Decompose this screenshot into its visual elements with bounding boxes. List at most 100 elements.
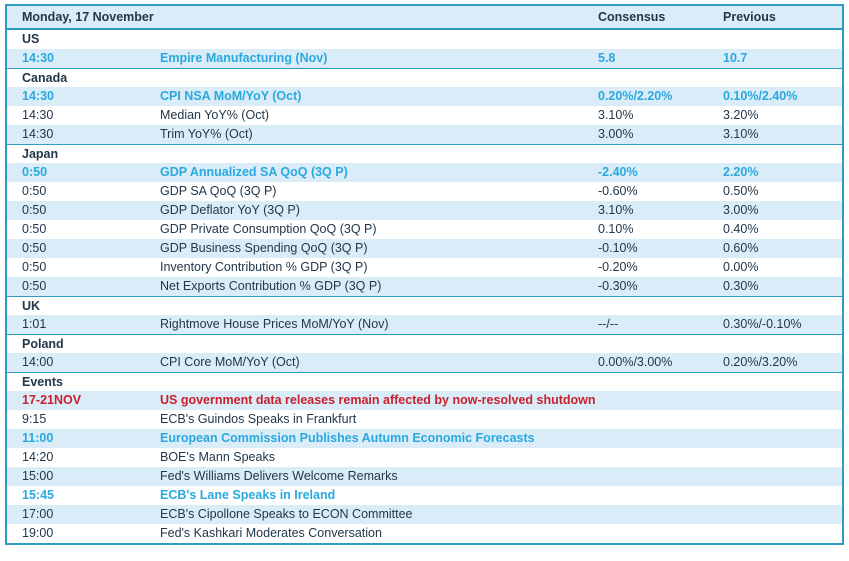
row-time: 14:20	[22, 450, 54, 464]
row-consensus: -0.30%	[598, 279, 638, 293]
table-row: 0:50 GDP Deflator YoY (3Q P) 3.10% 3.00%	[7, 201, 842, 220]
date-title: Monday, 17 November	[22, 10, 154, 24]
row-label: GDP Business Spending QoQ (3Q P)	[160, 241, 368, 255]
row-time: Japan	[22, 147, 59, 161]
row-previous: 0.50%	[723, 184, 759, 198]
row-label: ECB's Cipollone Speaks to ECON Committee	[160, 507, 413, 521]
table-row: 0:50 Net Exports Contribution % GDP (3Q …	[7, 277, 842, 296]
row-label: European Commission Publishes Autumn Eco…	[160, 431, 535, 445]
row-label: Net Exports Contribution % GDP (3Q P)	[160, 279, 382, 293]
row-previous: 0.30%/-0.10%	[723, 317, 802, 331]
row-time: 0:50	[22, 222, 47, 236]
table-row: 0:50 GDP Private Consumption QoQ (3Q P) …	[7, 220, 842, 239]
table-row: 0:50 GDP SA QoQ (3Q P) -0.60% 0.50%	[7, 182, 842, 201]
consensus-column-header: Consensus	[598, 10, 666, 24]
table-row: 14:30 CPI NSA MoM/YoY (Oct) 0.20%/2.20% …	[7, 87, 842, 106]
row-time: 0:50	[22, 184, 47, 198]
row-label: Rightmove House Prices MoM/YoY (Nov)	[160, 317, 389, 331]
row-time: US	[22, 32, 40, 46]
row-time: 17-21NOV	[22, 393, 82, 407]
row-consensus: 0.00%/3.00%	[598, 355, 673, 369]
table-row: 0:50 Inventory Contribution % GDP (3Q P)…	[7, 258, 842, 277]
table-body: US 14:30 Empire Manufacturing (Nov) 5.8 …	[7, 30, 842, 543]
row-label: Trim YoY% (Oct)	[160, 127, 253, 141]
row-consensus: 0.10%	[598, 222, 634, 236]
row-time: 15:45	[22, 488, 54, 502]
section-row: Poland	[7, 334, 842, 353]
row-previous: 0.30%	[723, 279, 759, 293]
row-time: 17:00	[22, 507, 54, 521]
row-time: UK	[22, 299, 41, 313]
row-consensus: -0.10%	[598, 241, 638, 255]
row-consensus: -0.60%	[598, 184, 638, 198]
economic-calendar-table: Monday, 17 November Consensus Previous U…	[5, 4, 844, 545]
row-label: Inventory Contribution % GDP (3Q P)	[160, 260, 368, 274]
table-row: 1:01 Rightmove House Prices MoM/YoY (Nov…	[7, 315, 842, 334]
table-header-row: Monday, 17 November Consensus Previous	[7, 6, 842, 30]
row-label: US government data releases remain affec…	[160, 393, 596, 407]
row-label: Empire Manufacturing (Nov)	[160, 51, 328, 65]
row-time: 14:30	[22, 108, 54, 122]
table-row: 14:20 BOE's Mann Speaks	[7, 448, 842, 467]
row-label: ECB's Lane Speaks in Ireland	[160, 488, 336, 502]
row-consensus: 5.8	[598, 51, 616, 65]
row-time: Poland	[22, 337, 64, 351]
row-time: 0:50	[22, 279, 47, 293]
row-time: 15:00	[22, 469, 54, 483]
row-previous: 0.00%	[723, 260, 759, 274]
row-label: GDP Private Consumption QoQ (3Q P)	[160, 222, 377, 236]
table-row: 14:00 CPI Core MoM/YoY (Oct) 0.00%/3.00%…	[7, 353, 842, 372]
row-time: 19:00	[22, 526, 54, 540]
table-row: 17:00 ECB's Cipollone Speaks to ECON Com…	[7, 505, 842, 524]
row-time: 9:15	[22, 412, 47, 426]
row-label: GDP Deflator YoY (3Q P)	[160, 203, 300, 217]
row-time: 0:50	[22, 241, 47, 255]
row-time: Events	[22, 375, 63, 389]
row-label: CPI NSA MoM/YoY (Oct)	[160, 89, 302, 103]
table-row: 0:50 GDP Annualized SA QoQ (3Q P) -2.40%…	[7, 163, 842, 182]
table-row: 15:45 ECB's Lane Speaks in Ireland	[7, 486, 842, 505]
row-consensus: 0.20%/2.20%	[598, 89, 673, 103]
row-consensus: --/--	[598, 317, 619, 331]
row-time: 14:30	[22, 89, 54, 103]
row-label: CPI Core MoM/YoY (Oct)	[160, 355, 300, 369]
table-row: 17-21NOV US government data releases rem…	[7, 391, 842, 410]
row-time: 14:30	[22, 127, 54, 141]
row-previous: 3.20%	[723, 108, 759, 122]
row-label: Fed's Williams Delivers Welcome Remarks	[160, 469, 398, 483]
row-consensus: 3.10%	[598, 108, 634, 122]
section-row: Events	[7, 372, 842, 391]
row-time: Canada	[22, 71, 68, 85]
row-label: Median YoY% (Oct)	[160, 108, 270, 122]
row-time: 0:50	[22, 260, 47, 274]
row-previous: 0.40%	[723, 222, 759, 236]
row-label: Fed's Kashkari Moderates Conversation	[160, 526, 382, 540]
row-time: 0:50	[22, 165, 48, 179]
row-consensus: -0.20%	[598, 260, 638, 274]
row-label: ECB's Guindos Speaks in Frankfurt	[160, 412, 357, 426]
table-row: 11:00 European Commission Publishes Autu…	[7, 429, 842, 448]
row-time: 14:00	[22, 355, 54, 369]
row-previous: 0.20%/3.20%	[723, 355, 798, 369]
section-row: Japan	[7, 144, 842, 163]
row-previous: 3.10%	[723, 127, 759, 141]
table-row: 0:50 GDP Business Spending QoQ (3Q P) -0…	[7, 239, 842, 258]
row-time: 11:00	[22, 431, 54, 445]
row-time: 14:30	[22, 51, 54, 65]
previous-column-header: Previous	[723, 10, 776, 24]
table-row: 14:30 Trim YoY% (Oct) 3.00% 3.10%	[7, 125, 842, 144]
table-row: 9:15 ECB's Guindos Speaks in Frankfurt	[7, 410, 842, 429]
section-row: UK	[7, 296, 842, 315]
section-row: Canada	[7, 68, 842, 87]
row-time: 1:01	[22, 317, 47, 331]
row-previous: 3.00%	[723, 203, 759, 217]
row-label: GDP Annualized SA QoQ (3Q P)	[160, 165, 348, 179]
table-row: 15:00 Fed's Williams Delivers Welcome Re…	[7, 467, 842, 486]
row-previous: 0.60%	[723, 241, 759, 255]
row-time: 0:50	[22, 203, 47, 217]
row-previous: 10.7	[723, 51, 748, 65]
row-previous: 0.10%/2.40%	[723, 89, 798, 103]
row-consensus: 3.10%	[598, 203, 634, 217]
table-row: 14:30 Median YoY% (Oct) 3.10% 3.20%	[7, 106, 842, 125]
